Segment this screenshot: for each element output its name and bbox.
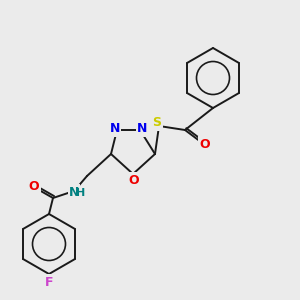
Text: S: S — [152, 116, 161, 130]
Text: O: O — [129, 173, 139, 187]
Text: H: H — [76, 188, 85, 198]
Text: O: O — [29, 181, 39, 194]
Text: N: N — [110, 122, 120, 136]
Text: N: N — [137, 122, 147, 136]
Text: O: O — [200, 137, 210, 151]
Text: F: F — [45, 275, 53, 289]
Text: N: N — [69, 185, 79, 199]
